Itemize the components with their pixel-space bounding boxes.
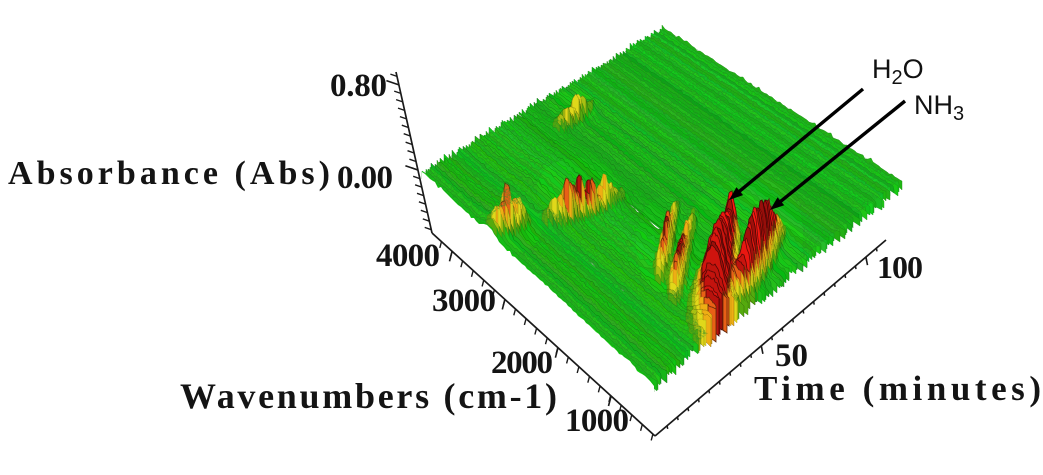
svg-text:3000: 3000 (432, 283, 496, 319)
svg-text:1000: 1000 (565, 403, 629, 439)
svg-text:Wavenumbers (cm-1): Wavenumbers (cm-1) (180, 376, 557, 416)
svg-text:50: 50 (775, 338, 808, 374)
svg-text:Absorbance (Abs): Absorbance (Abs) (8, 155, 330, 192)
svg-text:NH3: NH3 (914, 90, 964, 125)
svg-text:Time (minutes): Time (minutes) (754, 369, 1041, 408)
svg-text:0.80: 0.80 (330, 68, 387, 104)
svg-text:2000: 2000 (491, 345, 553, 381)
svg-text:0.00: 0.00 (337, 160, 393, 196)
svg-text:H2O: H2O (872, 54, 924, 89)
svg-text:4000: 4000 (376, 238, 440, 274)
svg-text:100: 100 (877, 249, 923, 285)
